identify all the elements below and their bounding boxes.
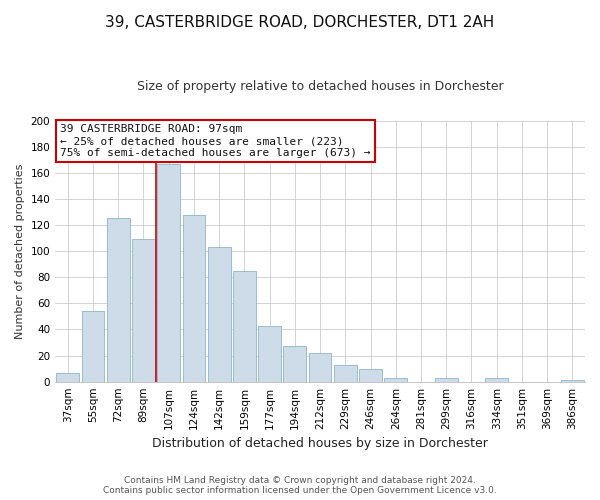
Y-axis label: Number of detached properties: Number of detached properties	[15, 164, 25, 339]
Bar	[208, 247, 230, 382]
Bar	[82, 311, 104, 382]
Bar	[107, 218, 130, 382]
Bar	[132, 240, 155, 382]
Bar	[157, 164, 180, 382]
Bar	[485, 378, 508, 382]
Bar	[283, 346, 306, 382]
X-axis label: Distribution of detached houses by size in Dorchester: Distribution of detached houses by size …	[152, 437, 488, 450]
Bar	[385, 378, 407, 382]
Title: Size of property relative to detached houses in Dorchester: Size of property relative to detached ho…	[137, 80, 503, 93]
Bar	[309, 353, 331, 382]
Bar	[258, 326, 281, 382]
Bar	[435, 378, 458, 382]
Text: 39 CASTERBRIDGE ROAD: 97sqm
← 25% of detached houses are smaller (223)
75% of se: 39 CASTERBRIDGE ROAD: 97sqm ← 25% of det…	[61, 124, 371, 158]
Bar	[56, 372, 79, 382]
Bar	[561, 380, 584, 382]
Bar	[182, 214, 205, 382]
Bar	[334, 364, 356, 382]
Text: Contains HM Land Registry data © Crown copyright and database right 2024.
Contai: Contains HM Land Registry data © Crown c…	[103, 476, 497, 495]
Bar	[233, 270, 256, 382]
Bar	[359, 368, 382, 382]
Text: 39, CASTERBRIDGE ROAD, DORCHESTER, DT1 2AH: 39, CASTERBRIDGE ROAD, DORCHESTER, DT1 2…	[106, 15, 494, 30]
